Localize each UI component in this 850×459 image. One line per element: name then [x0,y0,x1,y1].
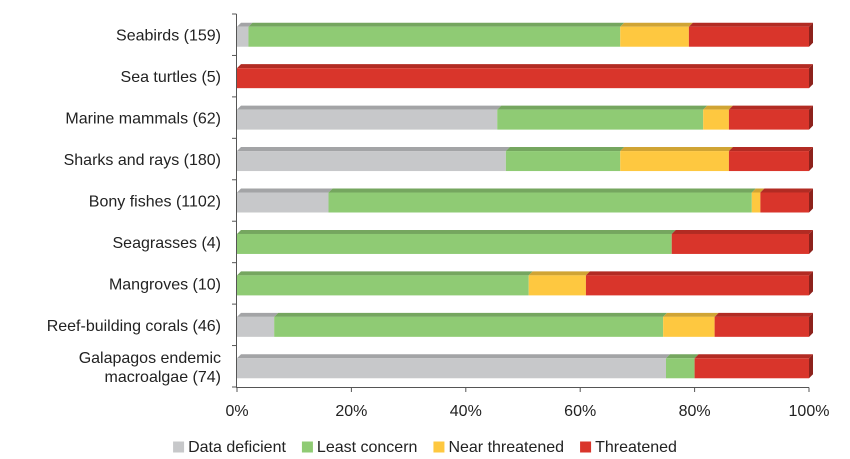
bar-marine-mammals-62-threatened-top [728,105,813,110]
category-label: Seabirds (159) [116,28,221,45]
bar-marine-mammals-62-near-threatened-top [703,105,733,110]
bar-seagrasses-4-threatened [671,233,809,254]
x-tick-label: 60% [564,403,596,420]
x-tick-label: 40% [450,403,482,420]
bar-marine-mammals-62-least-concern-top [497,105,708,110]
bar-marine-mammals-62-least-concern [497,109,704,130]
category-label: Sea turtles (5) [121,69,221,86]
bar-seabirds-159-least-concern [248,26,621,47]
category-label: Marine mammals (62) [65,111,221,128]
bar-galapagos-endemic-macroalgae-74-threatened [694,358,809,379]
bar-marine-mammals-62-data-deficient-top [237,105,502,110]
legend-label-least-concern: Least concern [317,439,418,456]
bar-reef-building-corals-46-near-threatened-top [663,312,719,317]
bar-marine-mammals-62-data-deficient [237,109,498,130]
category-label-line: Galapagos endemic [79,350,221,367]
x-tick-labels: 0% 20% 40% 60% 80% 100% [225,403,829,420]
bar-seabirds-159-data-deficient [237,26,249,47]
bar-seabirds-159-near-threatened-top [620,22,693,27]
bar-seabirds-159-threatened [688,26,809,47]
category-label: Sharks and rays (180) [64,152,221,169]
category-labels: Seabirds (159) Sea turtles (5) Marine mamm… [47,28,221,386]
axes-group [232,13,810,392]
bar-reef-building-corals-46-data-deficient [237,316,275,337]
bar-reef-building-corals-46-least-concern [274,316,664,337]
bar-mangroves-10-threatened-top [585,271,813,276]
bar-reef-building-corals-46-threatened-top [714,312,813,317]
bar-marine-mammals-62-near-threatened [703,109,729,130]
bar-sharks-and-rays-180-near-threatened-top [620,147,733,152]
legend-swatch-least-concern [301,441,313,453]
bar-sharks-and-rays-180-threatened [728,151,809,172]
bar-reef-building-corals-46-threatened-side [809,312,813,337]
bar-seagrasses-4-least-concern [237,233,672,254]
bar-sharks-and-rays-180-near-threatened [620,151,729,172]
bar-marine-mammals-62-threatened-side [809,105,813,130]
bar-mangroves-10-near-threatened [528,275,586,296]
category-label: Reef-building corals (46) [47,318,221,335]
bar-seabirds-159-data-deficient-top [237,22,253,27]
category-label: Seagrasses (4) [113,235,222,252]
bar-sharks-and-rays-180-data-deficient-top [237,147,510,152]
bar-seagrasses-4-threatened-top [671,229,813,234]
bar-galapagos-endemic-macroalgae-74-threatened-side [809,354,813,379]
bar-seabirds-159-near-threatened [620,26,689,47]
legend-swatch-data-deficient [173,441,185,453]
legend-label-threatened: Threatened [595,439,677,456]
bar-reef-building-corals-46-data-deficient-top [237,312,279,317]
bar-galapagos-endemic-macroalgae-74-threatened-top [694,354,813,359]
bar-bony-fishes-1102-least-concern [328,192,752,213]
bar-bony-fishes-1102-threatened [760,192,809,213]
x-tick-label: 0% [225,403,248,420]
bar-reef-building-corals-46-least-concern-top [274,312,668,317]
category-label: Mangroves (10) [109,276,221,293]
bar-sharks-and-rays-180-least-concern [505,151,621,172]
bar-reef-building-corals-46-threatened [714,316,809,337]
category-label: Galapagos endemic macroalgae (74) [79,350,221,386]
x-tick-label: 80% [679,403,711,420]
bars-group [237,22,813,379]
bar-mangroves-10-threatened-side [809,271,813,296]
x-tick-label: 100% [789,403,830,420]
legend-label-data-deficient: Data deficient [188,439,286,456]
bar-sea-turtles-5-threatened-side [809,64,813,89]
bar-mangroves-10-threatened [585,275,809,296]
bar-sharks-and-rays-180-data-deficient [237,151,506,172]
bar-reef-building-corals-46-near-threatened [663,316,715,337]
bar-bony-fishes-1102-near-threatened [751,192,761,213]
bar-seagrasses-4-least-concern-top [237,229,676,234]
category-label-line: macroalgae (74) [105,369,222,386]
bar-galapagos-endemic-macroalgae-74-least-concern-top [666,354,699,359]
bar-sea-turtles-5-threatened [237,68,809,89]
bar-sharks-and-rays-180-threatened-side [809,147,813,172]
bar-seagrasses-4-threatened-side [809,229,813,254]
bar-seabirds-159-threatened-side [809,22,813,47]
x-tick-label: 20% [335,403,367,420]
bar-mangroves-10-near-threatened-top [528,271,590,276]
bar-sea-turtles-5-threatened-top [237,64,813,69]
bar-bony-fishes-1102-threatened-side [809,188,813,213]
bar-bony-fishes-1102-threatened-top [760,188,813,193]
bar-bony-fishes-1102-data-deficient [237,192,329,213]
bar-seabirds-159-least-concern-top [248,22,625,27]
legend-label-near-threatened: Near threatened [448,439,564,456]
bar-seabirds-159-threatened-top [688,22,813,27]
legend-swatch-near-threatened [433,441,445,453]
legend-swatch-threatened [580,441,592,453]
bar-sharks-and-rays-180-least-concern-top [505,147,625,152]
bar-sharks-and-rays-180-threatened-top [728,147,813,152]
bar-bony-fishes-1102-data-deficient-top [237,188,333,193]
bar-galapagos-endemic-macroalgae-74-least-concern [666,358,695,379]
bar-galapagos-endemic-macroalgae-74-data-deficient-top [237,354,670,359]
bar-bony-fishes-1102-least-concern-top [328,188,756,193]
bar-mangroves-10-least-concern [237,275,529,296]
legend: Data deficient Least concern Near threaten… [173,439,677,456]
bar-galapagos-endemic-macroalgae-74-data-deficient [237,358,666,379]
bar-bony-fishes-1102-near-threatened-top [751,188,765,193]
bar-mangroves-10-least-concern-top [237,271,533,276]
category-label: Bony fishes (1102) [89,194,221,211]
bar-marine-mammals-62-threatened [728,109,809,130]
